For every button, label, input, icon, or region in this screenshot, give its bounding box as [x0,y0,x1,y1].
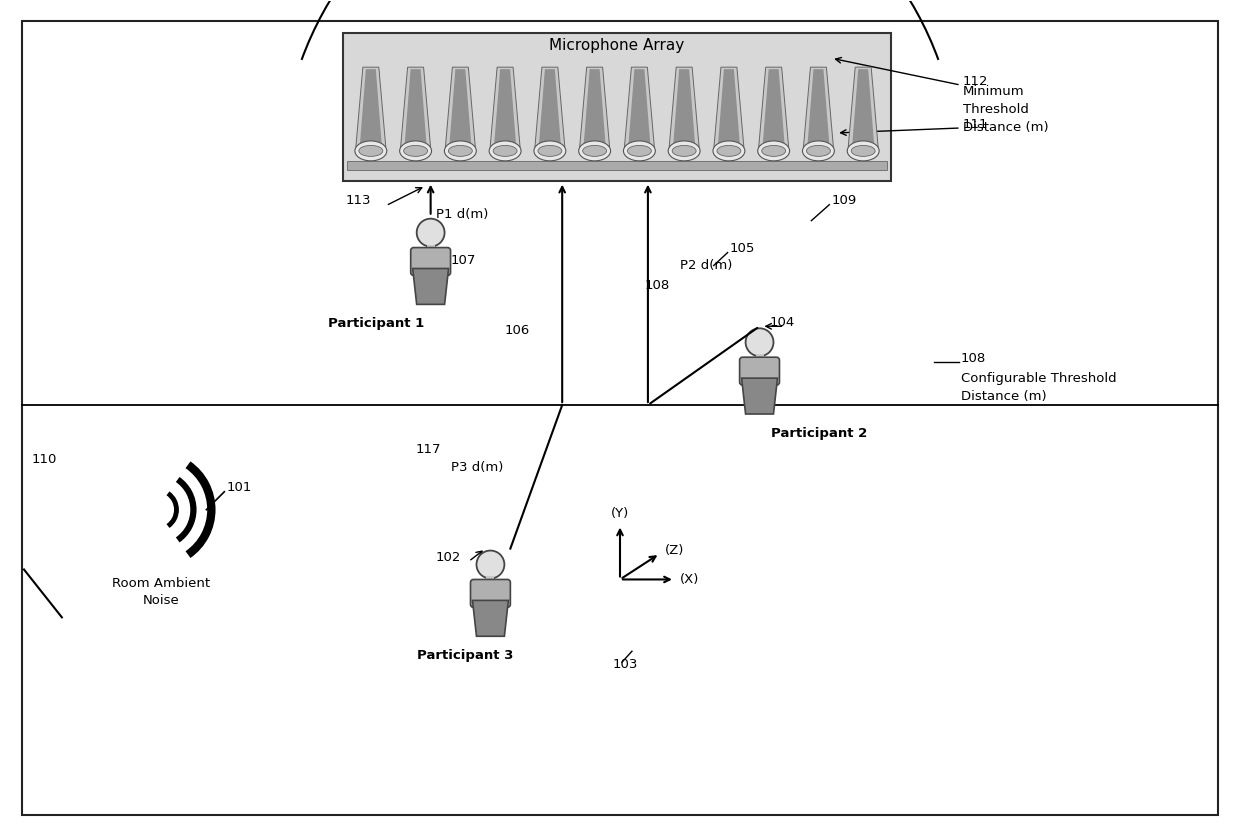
Text: 104: 104 [770,316,795,329]
Ellipse shape [713,141,745,161]
Ellipse shape [627,145,651,156]
Text: P1 d(m): P1 d(m) [435,208,489,222]
Bar [427,245,434,252]
Ellipse shape [761,145,786,156]
Text: (Z): (Z) [665,544,684,557]
Text: Configurable Threshold
Distance (m): Configurable Threshold Distance (m) [961,372,1116,403]
Bar [347,161,887,170]
Text: Minimum
Threshold
Distance (m): Minimum Threshold Distance (m) [962,85,1049,134]
Polygon shape [625,67,655,147]
Polygon shape [718,69,740,145]
Text: (X): (X) [680,573,699,586]
Polygon shape [848,67,878,147]
Text: 105: 105 [729,242,755,255]
FancyBboxPatch shape [470,579,511,608]
Ellipse shape [444,141,476,161]
Ellipse shape [358,145,383,156]
Ellipse shape [355,141,387,161]
FancyBboxPatch shape [410,247,450,276]
Polygon shape [413,268,449,304]
Ellipse shape [449,145,472,156]
Polygon shape [804,67,833,147]
Ellipse shape [579,141,610,161]
Text: 101: 101 [227,482,252,494]
Text: 108: 108 [961,352,986,364]
Polygon shape [584,69,605,145]
Text: 111: 111 [962,119,988,131]
Polygon shape [763,69,785,145]
Text: Participant 2: Participant 2 [771,427,868,440]
Text: 112: 112 [962,74,988,88]
Circle shape [745,329,774,356]
Ellipse shape [802,141,835,161]
Polygon shape [404,69,427,145]
Ellipse shape [758,141,790,161]
Ellipse shape [494,145,517,156]
Ellipse shape [847,141,879,161]
Polygon shape [360,69,382,145]
Polygon shape [356,67,386,147]
Polygon shape [852,69,874,145]
Ellipse shape [851,145,875,156]
Ellipse shape [489,141,521,161]
Polygon shape [807,69,830,145]
Bar [486,577,495,584]
Polygon shape [539,69,560,145]
Polygon shape [445,67,475,147]
Ellipse shape [668,141,701,161]
Polygon shape [759,67,789,147]
Ellipse shape [717,145,740,156]
Polygon shape [490,67,520,147]
Text: 108: 108 [645,279,670,292]
Text: Microphone Array: Microphone Array [549,38,684,53]
Bar [755,354,764,362]
Text: 106: 106 [505,324,531,337]
Text: 102: 102 [435,551,460,564]
Text: 109: 109 [831,194,857,207]
Text: 107: 107 [450,254,476,267]
FancyBboxPatch shape [739,357,780,385]
Polygon shape [401,67,430,147]
Bar [343,33,892,181]
Ellipse shape [534,141,565,161]
Text: Participant 1: Participant 1 [327,318,424,330]
Ellipse shape [399,141,432,161]
Text: P2 d(m): P2 d(m) [680,259,732,272]
Polygon shape [449,69,471,145]
Text: 113: 113 [345,194,371,207]
Text: 117: 117 [415,443,440,456]
Ellipse shape [806,145,831,156]
Ellipse shape [538,145,562,156]
Ellipse shape [583,145,606,156]
Text: (Y): (Y) [611,507,629,520]
Ellipse shape [404,145,428,156]
Polygon shape [742,378,777,414]
Polygon shape [629,69,650,145]
Polygon shape [534,67,565,147]
Text: P3 d(m): P3 d(m) [450,461,503,474]
Polygon shape [495,69,516,145]
Text: Room Ambient
Noise: Room Ambient Noise [113,578,211,608]
Text: Participant 3: Participant 3 [418,650,513,662]
Circle shape [476,551,505,579]
Text: 103: 103 [613,658,639,670]
Polygon shape [670,67,699,147]
Polygon shape [472,600,508,636]
Polygon shape [673,69,696,145]
Polygon shape [579,67,610,147]
Polygon shape [714,67,744,147]
Text: 110: 110 [32,453,57,466]
Circle shape [417,219,445,247]
Ellipse shape [624,141,655,161]
Ellipse shape [672,145,696,156]
